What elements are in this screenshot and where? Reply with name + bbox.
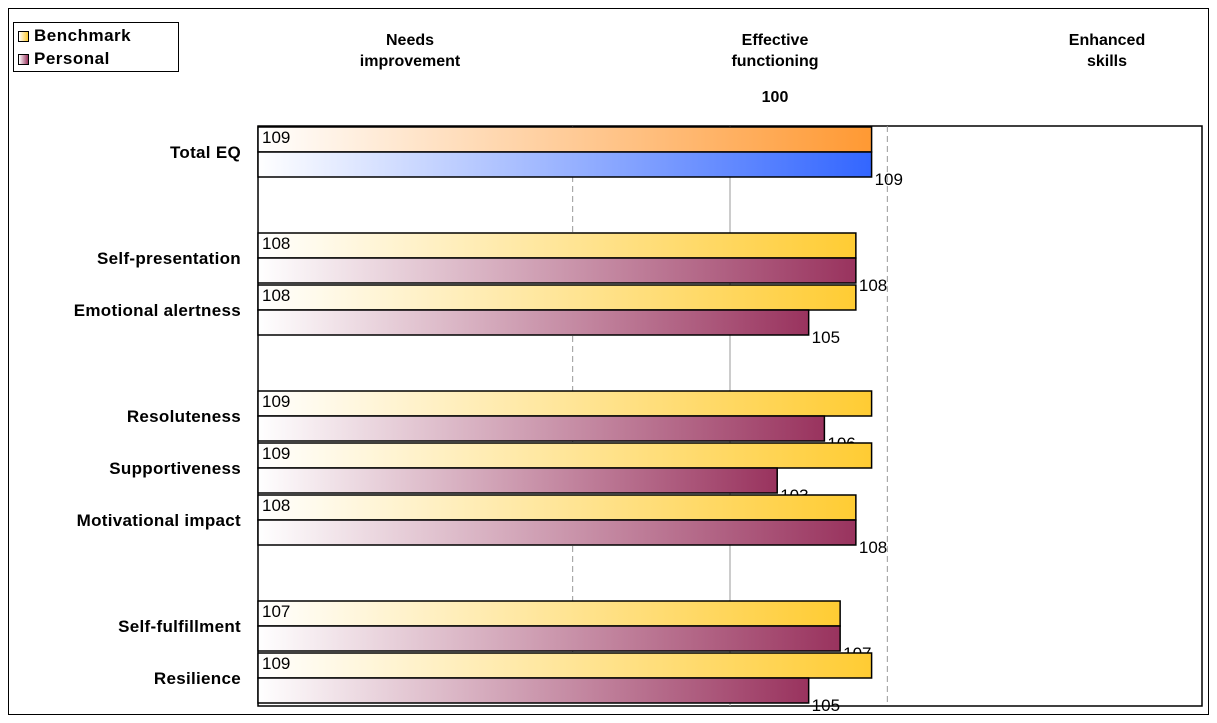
category-label-0: Total EQ <box>169 143 241 162</box>
legend-label-personal: Personal <box>34 49 110 68</box>
bar-personal-4 <box>257 467 778 494</box>
header-effective-functioning: Effective functioning <box>731 32 819 70</box>
value-label-personal-2: 105 <box>812 328 840 347</box>
value-label-benchmark-3: 109 <box>262 392 290 411</box>
value-label-personal-0: 109 <box>875 170 903 189</box>
legend-swatch-benchmark <box>18 30 29 42</box>
legend-item-benchmark: Benchmark <box>18 25 131 47</box>
bar-personal-2 <box>257 309 810 336</box>
bar-benchmark-2 <box>257 284 857 311</box>
value-label-benchmark-2: 108 <box>262 286 290 305</box>
value-label-benchmark-1: 108 <box>262 234 290 253</box>
bar-personal-5 <box>257 519 857 546</box>
value-label-benchmark-7: 109 <box>262 654 290 673</box>
header-enhanced-skills: Enhanced skills <box>1068 32 1146 70</box>
legend-label-benchmark: Benchmark <box>34 26 132 45</box>
value-label-personal-7: 105 <box>812 696 840 715</box>
category-label-3: Resoluteness <box>126 407 241 426</box>
bar-personal-1 <box>257 257 857 284</box>
value-label-personal-5: 108 <box>859 538 887 557</box>
bar-benchmark-3 <box>257 390 873 417</box>
bar-personal-6 <box>257 625 841 652</box>
bar-benchmark-0 <box>257 126 873 153</box>
value-label-benchmark-4: 109 <box>262 444 290 463</box>
category-label-2: Emotional alertness <box>73 301 241 320</box>
bar-benchmark-5 <box>257 494 857 521</box>
bar-personal-7 <box>257 677 810 704</box>
reference-value-100: 100 <box>761 89 789 106</box>
value-label-benchmark-6: 107 <box>262 602 290 621</box>
legend-item-personal: Personal <box>18 48 110 70</box>
bar-benchmark-7 <box>257 652 873 679</box>
legend: Benchmark Personal <box>13 22 179 72</box>
legend-swatch-personal <box>18 53 29 65</box>
value-label-benchmark-5: 108 <box>262 496 290 515</box>
header-needs-improvement: Needs improvement <box>359 32 461 70</box>
bar-personal-3 <box>257 415 826 442</box>
category-label-6: Self-fulfillment <box>118 617 241 636</box>
category-label-4: Supportiveness <box>109 459 241 478</box>
bar-personal-0 <box>257 151 873 178</box>
bar-benchmark-4 <box>257 442 873 469</box>
value-label-personal-1: 108 <box>859 276 887 295</box>
category-label-5: Motivational impact <box>76 511 241 530</box>
bar-benchmark-1 <box>257 232 857 259</box>
value-label-benchmark-0: 109 <box>262 128 290 147</box>
category-label-1: Self-presentation <box>97 249 241 268</box>
category-label-7: Resilience <box>153 669 241 688</box>
bar-benchmark-6 <box>257 600 841 627</box>
